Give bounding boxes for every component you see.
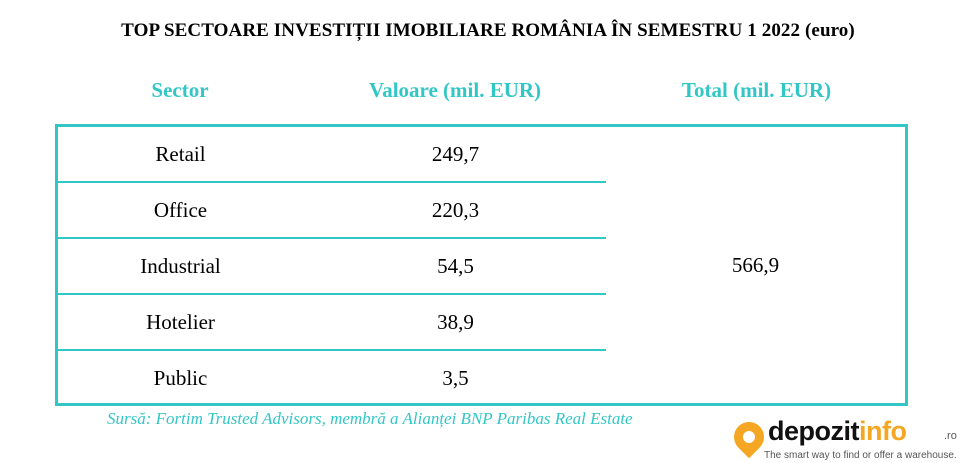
logo-tagline: The smart way to find or offer a warehou… bbox=[764, 450, 957, 461]
source-note: Sursă: Fortim Trusted Advisors, membră a… bbox=[107, 409, 633, 428]
cell-sector-retail: Retail bbox=[155, 142, 206, 166]
cell-value-retail: 249,7 bbox=[431, 142, 480, 166]
cell-total: 566,9 bbox=[731, 253, 780, 277]
cell-sector-hotelier: Hotelier bbox=[146, 310, 215, 334]
cell-sector-public: Public bbox=[153, 366, 208, 390]
cell-value-office: 220,3 bbox=[431, 198, 480, 222]
cell-sector-office: Office bbox=[153, 198, 208, 222]
header-sector: Sector bbox=[151, 78, 209, 102]
cell-sector-industrial: Industrial bbox=[140, 254, 221, 278]
header-total: Total (mil. EUR) bbox=[681, 78, 832, 102]
row-divider bbox=[58, 181, 606, 183]
depozitinfo-logo: depozitinfo .ro The smart way to find or… bbox=[727, 415, 976, 463]
data-table: Retail 249,7 Office 220,3 Industrial 54,… bbox=[55, 124, 908, 406]
header-value: Valoare (mil. EUR) bbox=[368, 78, 542, 102]
row-divider bbox=[58, 237, 606, 239]
cell-value-hotelier: 38,9 bbox=[437, 310, 474, 334]
cell-value-industrial: 54,5 bbox=[437, 254, 474, 278]
cell-value-public: 3,5 bbox=[442, 366, 469, 390]
logo-suffix: .ro bbox=[944, 430, 957, 442]
row-divider bbox=[58, 293, 606, 295]
logo-wordmark: depozitinfo bbox=[768, 416, 907, 446]
chart-title: TOP SECTOARE INVESTIȚII IMOBILIARE ROMÂN… bbox=[121, 20, 855, 41]
row-divider bbox=[58, 349, 606, 351]
